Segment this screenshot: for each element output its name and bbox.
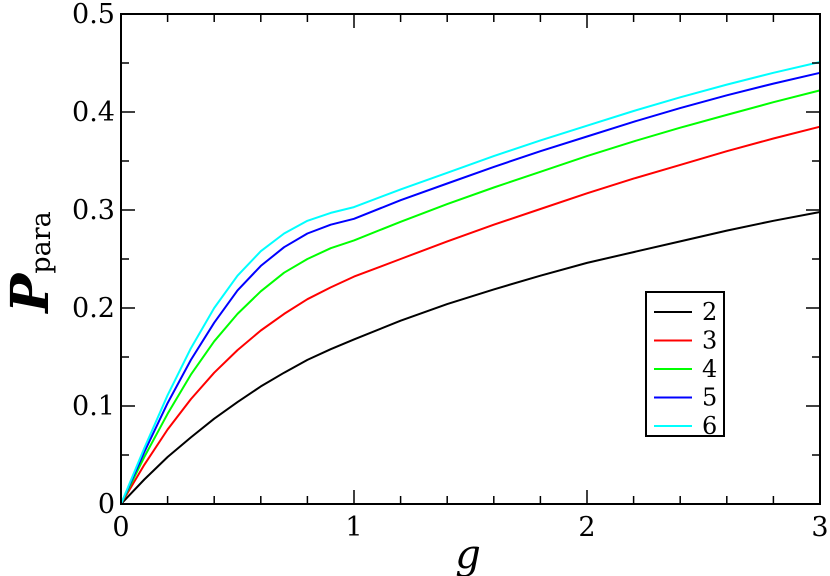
x-tick-label: 1 [345,512,362,543]
series-line-5 [120,71,821,505]
y-tick-label: 0.4 [72,97,115,128]
y-tick-label: 0 [98,489,115,520]
y-tick-label: 0.1 [72,391,115,422]
y-tick-label: 0.5 [72,0,115,30]
series-line-3 [120,125,821,505]
y-axis-title-sub: para [26,211,57,273]
legend-label-3: 3 [702,327,717,355]
y-tick-label: 0.2 [72,293,115,324]
legend-label-5: 5 [702,384,717,412]
series-line-2 [120,211,821,505]
y-axis-title: Ppara [0,211,61,315]
series-line-4 [120,89,821,505]
x-tick-label: 3 [811,512,828,543]
legend-label-6: 6 [702,412,717,440]
svg-text:Ppara: Ppara [0,211,61,315]
x-tick-label: 0 [112,512,129,543]
legend-label-2: 2 [702,298,717,326]
x-axis-title: g [455,532,481,576]
x-tick-label: 2 [578,512,595,543]
y-axis-title-main: P [0,272,61,315]
axis-ticks [120,13,821,505]
legend-box [645,291,725,437]
y-tick-label: 0.3 [72,195,115,226]
series-line-6 [120,61,821,505]
series-lines [120,61,821,505]
tick-labels: 0 1 2 300.10.20.30.40.5 [72,0,829,543]
legend-label-4: 4 [702,355,717,383]
